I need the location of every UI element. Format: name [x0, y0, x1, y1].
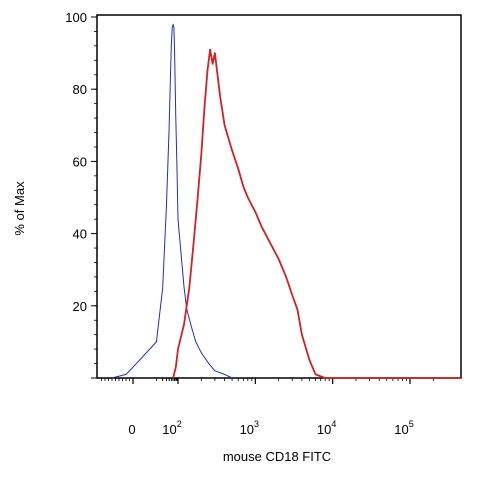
- y-axis-ticks: 20 40 60 80 100: [65, 10, 97, 379]
- y-axis-title: % of Max: [12, 181, 27, 236]
- x-tick-label: 0: [128, 422, 135, 437]
- x-tick-label: 102: [162, 419, 181, 437]
- plot-frame: [96, 14, 462, 379]
- series-line-1: [111, 23, 233, 379]
- x-tick-label: 104: [317, 419, 336, 437]
- x-axis-ticks: 0 102 103 104 105: [128, 378, 414, 437]
- x-tick-label: 103: [240, 419, 259, 437]
- minor-ticks: [94, 16, 434, 381]
- series-layer: [111, 23, 461, 379]
- y-tick-label: 40: [73, 227, 87, 242]
- series-line-2: [172, 48, 326, 379]
- y-tick-label: 60: [73, 154, 87, 169]
- y-tick-label: 20: [73, 299, 87, 314]
- x-axis-title: mouse CD18 FITC: [223, 449, 331, 464]
- y-tick-label: 80: [73, 82, 87, 97]
- x-tick-label: 105: [394, 419, 413, 437]
- y-tick-label: 100: [65, 10, 87, 25]
